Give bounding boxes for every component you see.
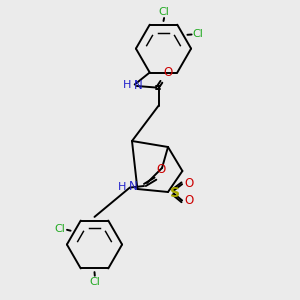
- Text: O: O: [156, 164, 165, 176]
- Text: H: H: [123, 80, 132, 90]
- Text: H: H: [118, 182, 127, 192]
- Text: O: O: [184, 194, 194, 208]
- Text: Cl: Cl: [159, 8, 170, 17]
- Text: N: N: [129, 180, 138, 194]
- Text: O: O: [184, 177, 194, 190]
- Text: O: O: [164, 66, 173, 79]
- Text: Cl: Cl: [54, 224, 65, 234]
- Text: Cl: Cl: [90, 277, 101, 287]
- Text: N: N: [134, 79, 142, 92]
- Text: Cl: Cl: [193, 29, 204, 39]
- Text: S: S: [170, 186, 180, 200]
